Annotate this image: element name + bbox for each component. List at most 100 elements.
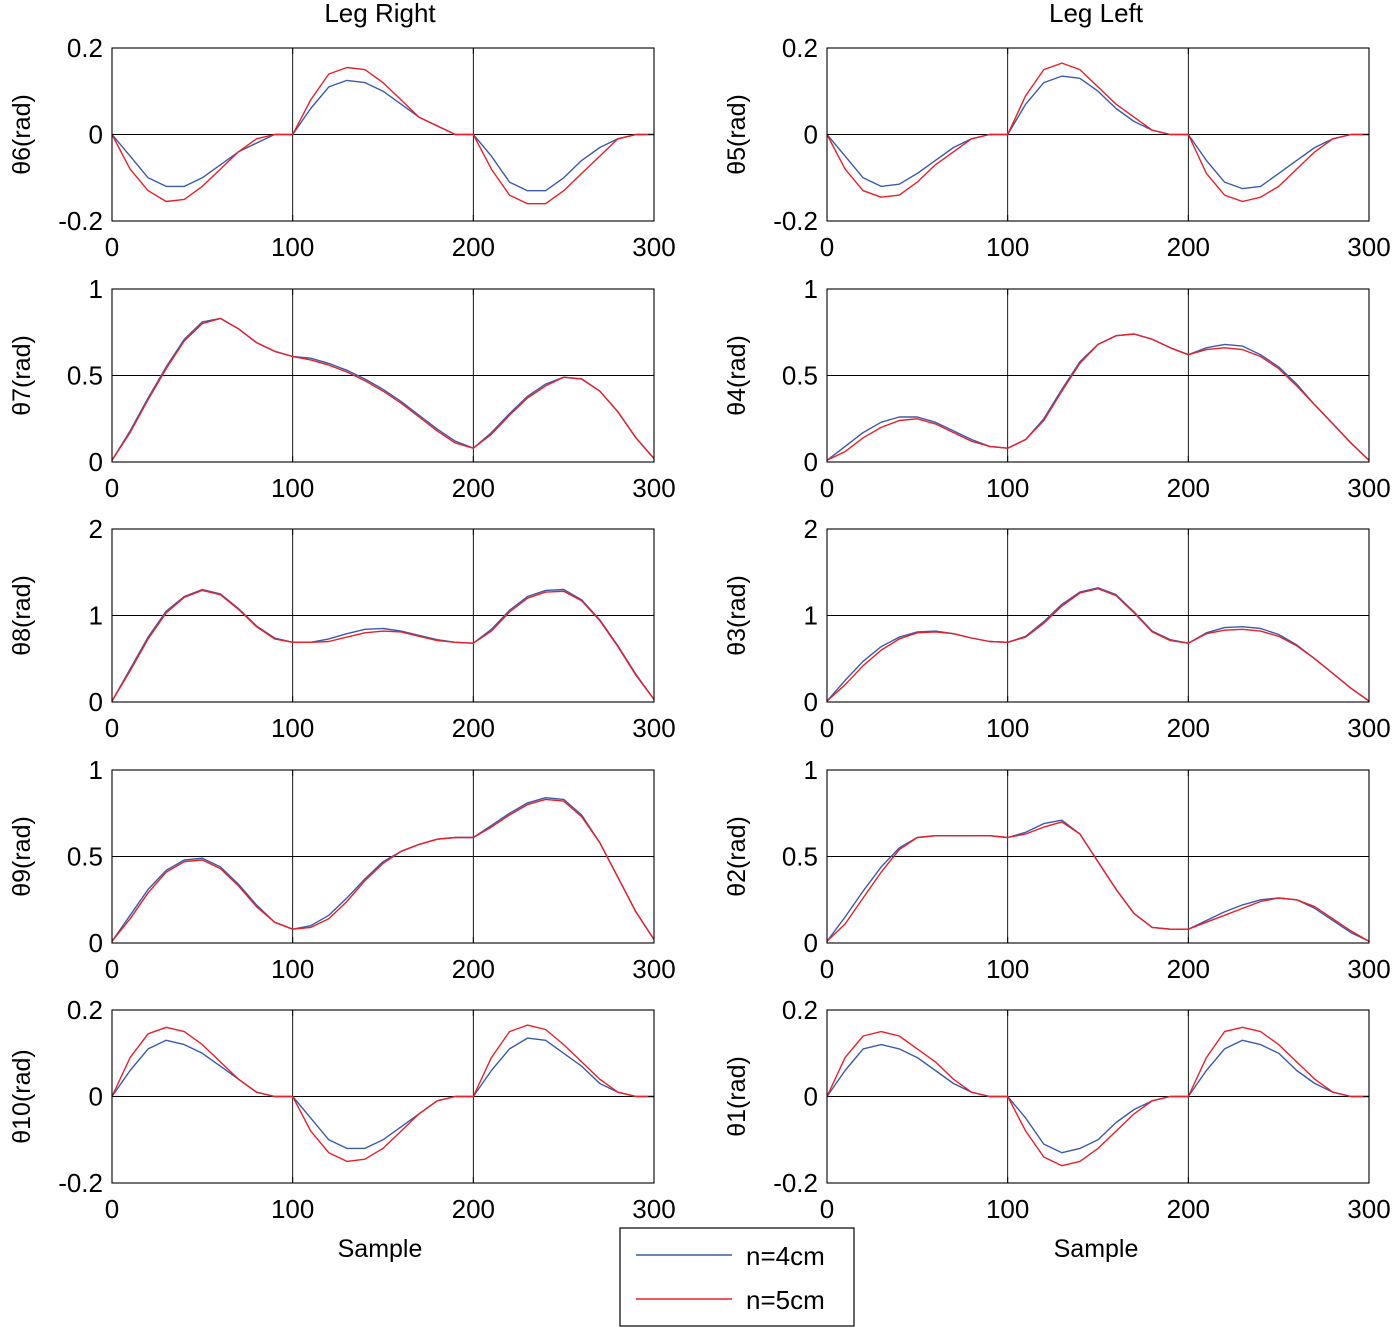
x-tick-label: 200: [452, 473, 495, 503]
series-line-n5: [826, 588, 1370, 702]
x-axis-label-right: Sample: [338, 1235, 423, 1263]
x-tick-label: 100: [271, 232, 314, 262]
subplot-3: 0 100 200 300 0 0.5 1 θ7(rad): [8, 274, 676, 503]
y-tick-label: 1: [89, 755, 103, 785]
x-tick-label: 100: [986, 232, 1029, 262]
subplot-4: 0 100 200 300 0 0.5 1 θ4(rad): [723, 274, 1391, 503]
legend: n=4cm n=5cm: [619, 1227, 855, 1327]
y-tick-label: 1: [89, 274, 103, 304]
x-tick-label: 0: [105, 1194, 119, 1224]
y-axis-label: θ7(rad): [8, 335, 36, 416]
x-tick-label: 200: [1167, 1194, 1210, 1224]
series-line-n5: [111, 317, 655, 461]
x-tick-label: 200: [452, 954, 495, 984]
x-tick-label: 100: [986, 473, 1029, 503]
x-tick-label: 200: [452, 1194, 495, 1224]
series-line-n5: [826, 62, 1369, 203]
x-tick-label: 300: [1347, 232, 1390, 262]
x-tick-label: 0: [820, 713, 834, 743]
x-tick-label: 200: [1167, 713, 1210, 743]
y-tick-label: -0.2: [58, 206, 103, 236]
series-line-n4: [826, 587, 1370, 702]
series-line-n4: [111, 79, 654, 192]
x-tick-label: 300: [632, 1194, 675, 1224]
x-tick-label: 100: [986, 1194, 1029, 1224]
x-tick-label: 0: [820, 473, 834, 503]
y-axis-label: θ5(rad): [723, 94, 751, 175]
y-axis-label: θ8(rad): [8, 575, 36, 656]
y-tick-label: 0.5: [67, 842, 103, 872]
y-tick-label: 0: [804, 1082, 818, 1112]
x-tick-label: 300: [1347, 713, 1390, 743]
subplot-2: 0 100 200 300-0.200.2θ5(rad): [723, 33, 1391, 262]
y-tick-label: 0: [89, 687, 103, 717]
column-title-leg-right: Leg Right: [324, 0, 436, 28]
x-tick-label: 0: [105, 713, 119, 743]
series-line-n4: [111, 1037, 654, 1150]
y-axis-label: θ1(rad): [723, 1056, 751, 1137]
y-tick-label: 0: [804, 687, 818, 717]
y-tick-label: 1: [804, 601, 818, 631]
y-tick-label: 0: [89, 1082, 103, 1112]
x-tick-label: 0: [105, 232, 119, 262]
y-tick-label: 0: [804, 120, 818, 150]
x-axis-label-left: Sample: [1054, 1235, 1139, 1263]
x-tick-label: 0: [105, 954, 119, 984]
y-tick-label: 0: [89, 120, 103, 150]
column-title-leg-left: Leg Left: [1049, 0, 1144, 28]
subplot-6: 0 100 200 300 0 1 2 θ3(rad): [723, 514, 1391, 743]
y-tick-label: 0: [804, 447, 818, 477]
series-line-n5: [826, 1026, 1369, 1167]
y-axis-label: θ2(rad): [723, 816, 751, 897]
y-axis-label: θ10(rad): [8, 1049, 36, 1144]
x-tick-label: 100: [271, 473, 314, 503]
legend-box: [619, 1227, 855, 1327]
x-tick-label: 100: [271, 713, 314, 743]
subplot-5: 0 100 200 300 0 1 2 θ8(rad): [8, 514, 676, 743]
x-tick-label: 0: [105, 473, 119, 503]
x-tick-label: 200: [452, 713, 495, 743]
series-line-n5: [826, 821, 1370, 942]
y-tick-label: 1: [804, 755, 818, 785]
x-tick-label: 300: [632, 954, 675, 984]
x-tick-label: 0: [820, 954, 834, 984]
x-tick-label: 100: [271, 1194, 314, 1224]
x-tick-label: 300: [1347, 1194, 1390, 1224]
subplot-8: 0 100 200 300 0 0.5 1 θ2(rad): [723, 755, 1391, 984]
legend-label-n4: n=4cm: [746, 1241, 825, 1271]
y-axis-label: θ3(rad): [723, 575, 751, 656]
y-axis-label: θ6(rad): [8, 94, 36, 175]
subplot-10: 0 100 200 300-0.200.2θ1(rad): [723, 995, 1391, 1224]
y-tick-label: 0.2: [67, 33, 103, 63]
series-line-n4: [111, 588, 655, 702]
y-tick-label: 0: [89, 928, 103, 958]
y-tick-label: 0.2: [782, 33, 818, 63]
y-tick-label: 1: [89, 601, 103, 631]
y-tick-label: 0: [804, 928, 818, 958]
subplot-1: 0 100 200 300-0.200.2θ6(rad): [8, 33, 676, 262]
y-tick-label: -0.2: [58, 1168, 103, 1198]
y-tick-label: 2: [89, 514, 103, 544]
y-tick-label: 0.5: [67, 361, 103, 391]
y-axis-label: θ9(rad): [8, 816, 36, 897]
x-tick-label: 300: [1347, 473, 1390, 503]
y-tick-label: 0.5: [782, 361, 818, 391]
series-line-n5: [111, 798, 655, 942]
x-tick-label: 0: [820, 232, 834, 262]
y-tick-label: 2: [804, 514, 818, 544]
y-tick-label: 0.2: [67, 995, 103, 1025]
x-tick-label: 100: [271, 954, 314, 984]
y-tick-label: -0.2: [773, 1168, 818, 1198]
series-line-n5: [111, 66, 654, 205]
legend-label-n5: n=5cm: [746, 1285, 825, 1315]
x-tick-label: 200: [452, 232, 495, 262]
x-tick-label: 0: [820, 1194, 834, 1224]
series-line-n5: [111, 1024, 654, 1163]
y-tick-label: 1: [804, 274, 818, 304]
x-tick-label: 200: [1167, 954, 1210, 984]
x-tick-label: 300: [632, 473, 675, 503]
x-tick-label: 100: [986, 713, 1029, 743]
series-line-n4: [826, 1039, 1369, 1154]
